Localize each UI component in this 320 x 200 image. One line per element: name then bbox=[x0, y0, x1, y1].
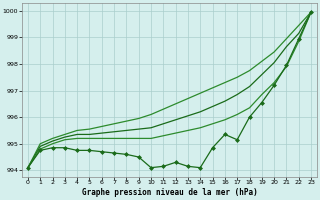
X-axis label: Graphe pression niveau de la mer (hPa): Graphe pression niveau de la mer (hPa) bbox=[82, 188, 257, 197]
